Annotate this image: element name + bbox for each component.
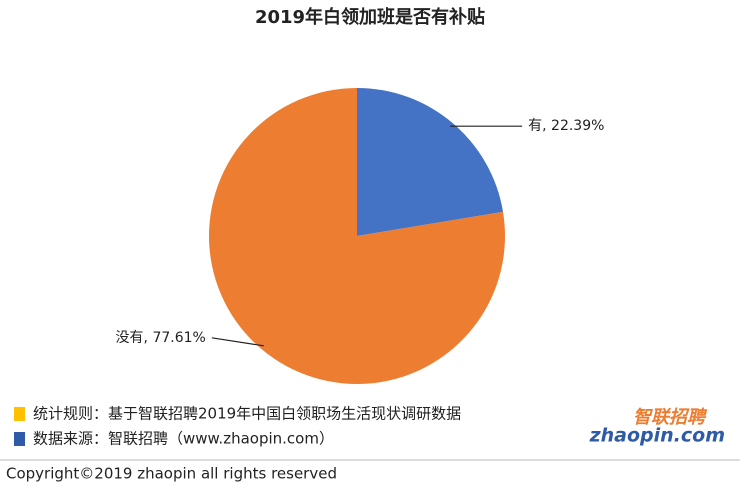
data-label: 有, 22.39% xyxy=(528,118,604,134)
logo-name: 智联招聘 xyxy=(633,407,708,428)
chart-title: 2019年白领加班是否有补贴 xyxy=(255,6,485,28)
pie-slice xyxy=(209,88,506,385)
copyright: Copyright©2019 zhaopin all rights reserv… xyxy=(6,465,337,483)
pie-slice xyxy=(357,88,504,236)
logo: 智联招聘 zhaopin.com xyxy=(589,407,725,447)
note-text: 数据来源：智联招聘（www.zhaopin.com） xyxy=(33,430,334,448)
logo-domain: zhaopin.com xyxy=(589,425,725,447)
data-label: 没有, 77.61% xyxy=(116,330,206,346)
note-text: 统计规则：基于智联招聘2019年中国白领职场生活现状调研数据 xyxy=(33,405,461,423)
note-marker xyxy=(14,432,25,446)
leader-line xyxy=(211,337,264,347)
note-marker xyxy=(14,407,25,421)
